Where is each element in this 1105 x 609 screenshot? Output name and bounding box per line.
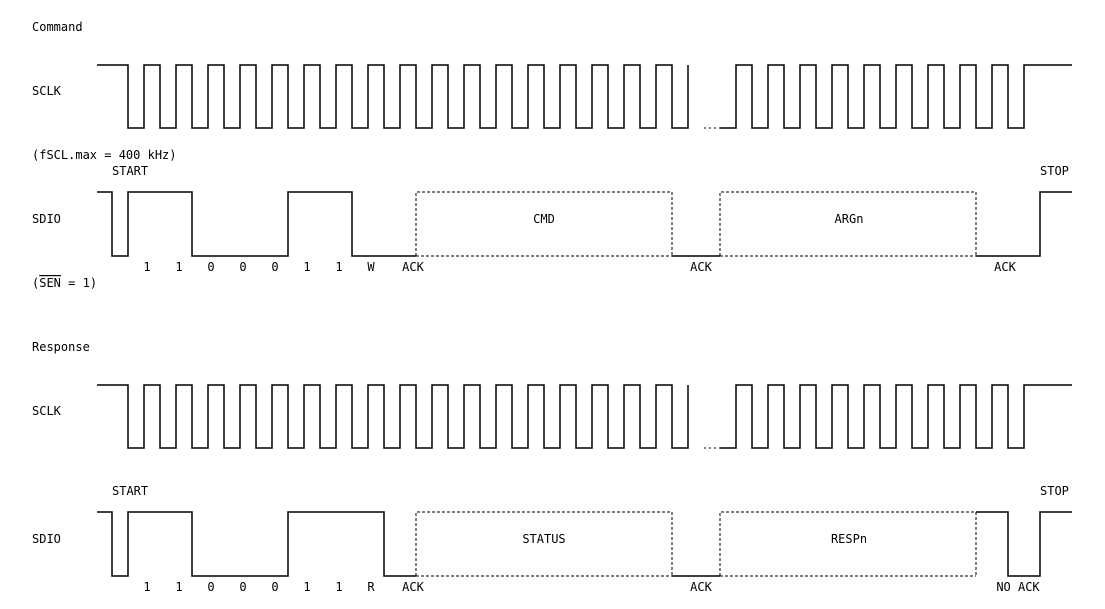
command-sdio-waveform xyxy=(97,191,1072,257)
command-sclk-label: SCLK xyxy=(32,84,62,98)
sdio-block2-top xyxy=(719,191,977,256)
bit-label: 1 xyxy=(175,580,182,594)
sdio-tail-trace xyxy=(976,511,1072,577)
sclk-trace-part2 xyxy=(720,384,1072,449)
response-no-ack: NO ACK xyxy=(996,580,1040,594)
command-stop-label: STOP xyxy=(1040,164,1069,178)
command-sclk-waveform xyxy=(97,64,1072,129)
sdio-address-trace xyxy=(97,191,416,257)
bit-label: 0 xyxy=(239,580,246,594)
bit-label: 1 xyxy=(335,260,342,274)
bit-label: 1 xyxy=(303,580,310,594)
response-start-label: START xyxy=(112,484,148,498)
response-ack-after-status: ACK xyxy=(690,580,712,594)
response-sclk-waveform xyxy=(97,384,1072,449)
sdio-tail-trace xyxy=(976,191,1072,257)
bit-label: 0 xyxy=(207,260,214,274)
bit-label: 1 xyxy=(175,260,182,274)
command-title: Command xyxy=(32,20,83,34)
command-cmd-block-label: CMD xyxy=(533,212,555,226)
bit-label: 0 xyxy=(271,580,278,594)
response-sclk-label: SCLK xyxy=(32,404,62,418)
bit-label: 1 xyxy=(335,580,342,594)
sen-signal-overline: SEN xyxy=(39,276,61,290)
sclk-trace-part2 xyxy=(720,64,1072,129)
command-bit-labels: 1 1 0 0 0 1 1 W ACK xyxy=(143,260,424,274)
response-sdio-label: SDIO xyxy=(32,532,61,546)
command-ack-after-cmd: ACK xyxy=(690,260,712,274)
command-sdio-label: SDIO xyxy=(32,212,61,226)
command-start-label: START xyxy=(112,164,148,178)
response-title: Response xyxy=(32,340,90,354)
bit-label: 1 xyxy=(143,580,150,594)
bit-label: 0 xyxy=(271,260,278,274)
bit-label: W xyxy=(367,260,375,274)
command-argn-block-label: ARGn xyxy=(835,212,864,226)
sdio-block2-top xyxy=(719,511,977,576)
command-section: Command SCLK (fSCL.max = 400 kHz) START … xyxy=(32,20,1072,290)
fscl-note: (fSCL.max = 400 kHz) xyxy=(32,148,177,162)
bit-label: ACK xyxy=(402,260,424,274)
sclk-trace-part1 xyxy=(97,384,689,449)
response-respn-block-label: RESPn xyxy=(831,532,867,546)
sdio-block1-top xyxy=(415,511,673,576)
response-bit-labels: 1 1 0 0 0 1 1 R ACK xyxy=(143,580,424,594)
sclk-trace-part1 xyxy=(97,64,689,129)
sen-note: (SEN = 1) xyxy=(32,276,97,290)
response-sdio-waveform xyxy=(97,511,1072,577)
sdio-block1-top xyxy=(415,191,673,256)
command-ack-after-argn: ACK xyxy=(994,260,1016,274)
response-stop-label: STOP xyxy=(1040,484,1069,498)
bit-label: 0 xyxy=(207,580,214,594)
bit-label: 1 xyxy=(303,260,310,274)
response-status-block-label: STATUS xyxy=(522,532,565,546)
bit-label: R xyxy=(367,580,375,594)
bit-label: ACK xyxy=(402,580,424,594)
sdio-address-trace xyxy=(97,511,416,577)
bit-label: 0 xyxy=(239,260,246,274)
bit-label: 1 xyxy=(143,260,150,274)
response-section: Response SCLK START STOP SDIO STATUS RES… xyxy=(32,340,1072,594)
